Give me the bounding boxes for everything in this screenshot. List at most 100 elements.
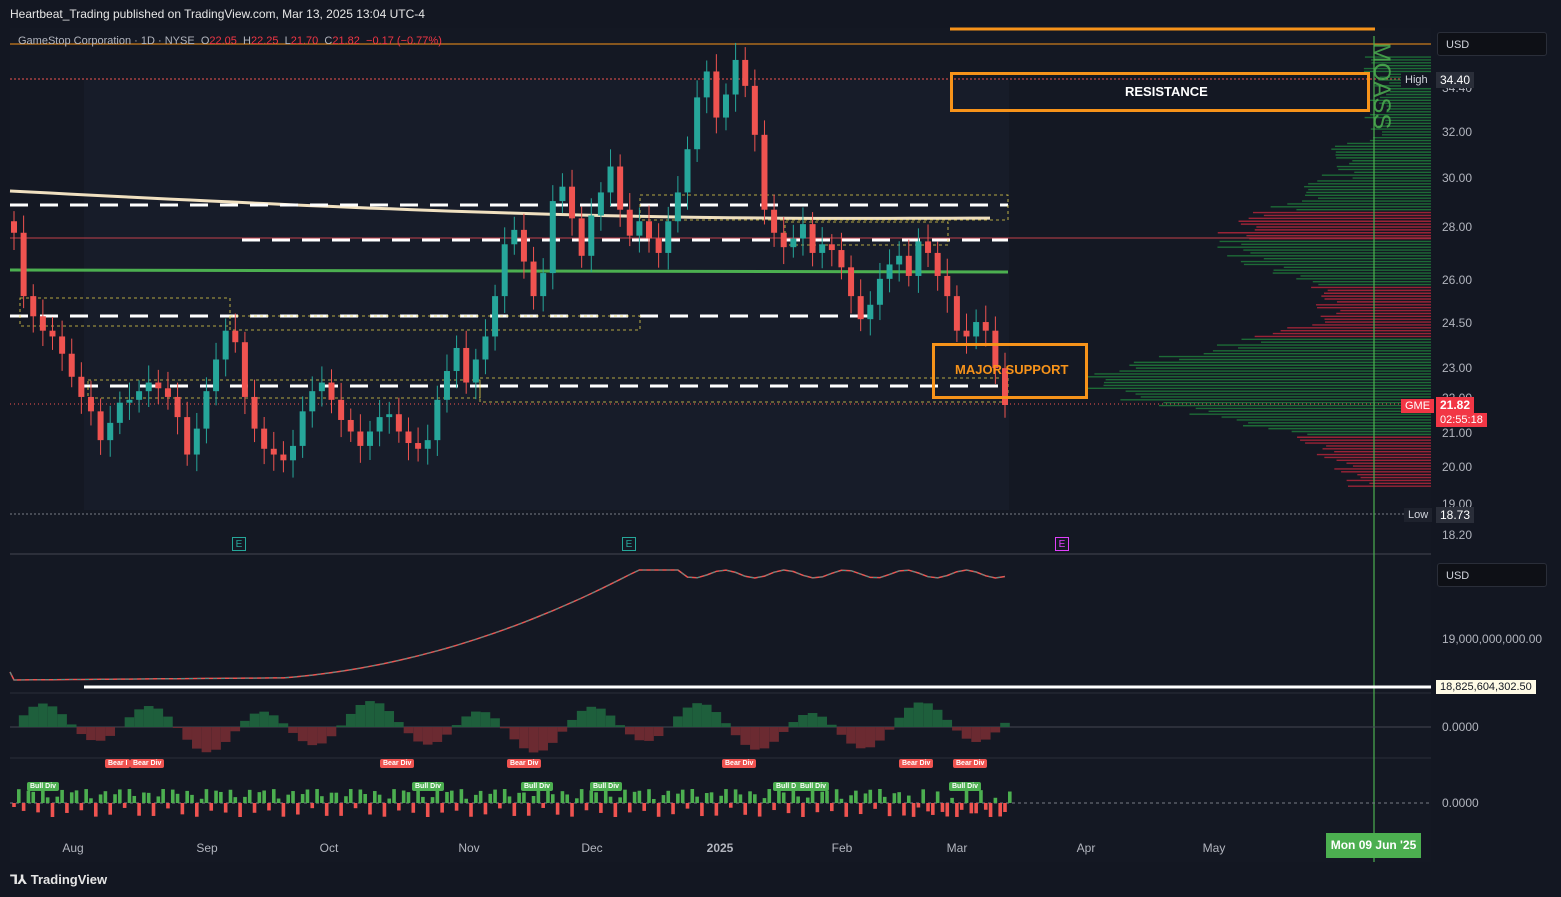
hist-bar — [315, 789, 319, 803]
osc-bar — [57, 714, 67, 727]
osc-bar — [433, 727, 443, 742]
hist-bar — [575, 798, 579, 803]
candle-body — [126, 400, 132, 403]
candle-body — [49, 331, 55, 337]
price-tick: 28.00 — [1442, 220, 1472, 234]
hist-bar — [931, 803, 935, 815]
hist-bar — [36, 803, 40, 812]
hist-bar — [710, 792, 714, 803]
osc-bar — [558, 727, 568, 732]
candle-body — [636, 221, 642, 235]
osc-bar — [182, 727, 192, 740]
hist-bar — [561, 791, 565, 803]
hist-bar — [618, 797, 622, 803]
hist-bar — [820, 792, 824, 803]
hist-bar — [60, 790, 64, 803]
osc-bar — [192, 727, 202, 749]
candle-body — [964, 331, 970, 337]
hist-bar — [970, 803, 974, 813]
time-label: Aug — [62, 841, 83, 855]
hist-bar — [854, 791, 858, 803]
hist-bar — [585, 803, 589, 810]
osc-bar — [740, 727, 750, 745]
candle-body — [454, 348, 460, 371]
hist-bar — [541, 803, 545, 808]
hist-bar — [513, 803, 517, 816]
hist-bar — [267, 803, 271, 810]
hist-bar — [614, 803, 618, 817]
hist-bar — [907, 796, 911, 803]
hist-bar — [185, 791, 189, 803]
ma-green-line — [10, 270, 1008, 272]
candle-body — [261, 429, 267, 449]
candle-body — [165, 388, 171, 397]
currency-selector[interactable]: USD — [1437, 32, 1547, 56]
resistance-label: RESISTANCE — [1125, 84, 1208, 99]
candle-body — [319, 383, 325, 392]
candle-body — [915, 241, 921, 276]
candle-body — [415, 443, 421, 449]
hist-bar — [94, 803, 98, 817]
candle-body — [848, 267, 854, 296]
indicator-currency-selector[interactable]: USD — [1437, 563, 1547, 587]
candle-body — [752, 86, 758, 135]
osc-bar — [567, 720, 577, 727]
hist-bar — [695, 797, 699, 803]
earnings-marker[interactable]: E — [232, 537, 246, 551]
osc-bar — [837, 727, 847, 735]
candle-body — [511, 230, 517, 244]
osc-bar — [19, 715, 29, 727]
osc-bar — [827, 725, 837, 727]
osc-bar — [288, 727, 298, 733]
osc-bar — [211, 727, 221, 750]
tradingview-logo[interactable]: ⅂⅄ TradingView — [10, 872, 107, 888]
osc-bar — [481, 712, 491, 727]
hist-bar — [84, 789, 88, 803]
hist-bar — [277, 799, 281, 803]
hist-bar — [436, 790, 440, 803]
vol-zero-tick: 0.0000 — [1442, 796, 1479, 810]
price-axis[interactable] — [1433, 28, 1551, 862]
osc-bar — [105, 727, 115, 736]
osc-bar — [519, 727, 529, 748]
osc-bar — [48, 706, 58, 727]
hist-bar — [642, 803, 646, 811]
earnings-marker[interactable]: E — [1055, 537, 1069, 551]
candle-body — [40, 316, 46, 330]
hist-bar — [763, 798, 767, 803]
hist-bar — [349, 789, 353, 803]
earnings-marker[interactable]: E — [622, 537, 636, 551]
osc-bar — [269, 715, 279, 727]
candle-body — [684, 149, 690, 192]
bear-div-badge: Bear Div — [899, 759, 933, 768]
moass-label: MOASS — [1368, 43, 1395, 130]
osc-bar — [635, 727, 645, 740]
candle-body — [271, 449, 277, 455]
osc-bar — [673, 716, 683, 727]
candle-body — [569, 187, 575, 219]
hist-bar — [70, 792, 74, 803]
hist-bar — [869, 790, 873, 803]
candle-body — [819, 244, 825, 253]
candle-body — [107, 423, 113, 440]
osc-bar — [529, 727, 539, 752]
hist-bar — [657, 803, 661, 817]
price-tick: 18.20 — [1442, 528, 1472, 542]
hist-bar — [662, 795, 666, 803]
candle-body — [21, 233, 27, 296]
time-label: Oct — [320, 841, 339, 855]
hist-bar — [883, 797, 887, 803]
hist-bar — [46, 797, 50, 803]
hist-bar — [878, 789, 882, 803]
hist-bar — [132, 796, 136, 803]
hist-bar — [888, 803, 892, 816]
candle-body — [887, 264, 893, 278]
hist-bar — [200, 799, 204, 803]
hist-bar — [844, 803, 848, 817]
candle-body — [309, 391, 315, 411]
osc-bar — [38, 704, 48, 727]
time-label: Mar — [947, 841, 968, 855]
candle-body — [608, 167, 614, 193]
hist-bar — [748, 791, 752, 803]
